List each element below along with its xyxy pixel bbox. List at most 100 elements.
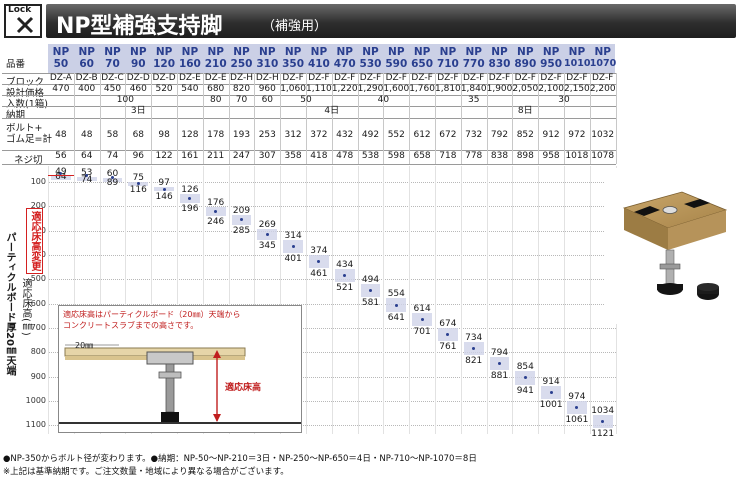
bolt-total-cell: 193 bbox=[232, 130, 251, 140]
column-divider bbox=[409, 73, 411, 164]
range-max-label: 881 bbox=[490, 370, 509, 381]
thread-cell: 247 bbox=[232, 151, 251, 161]
chart-column-divider bbox=[538, 166, 540, 434]
bolt-total-cell: 732 bbox=[465, 130, 483, 140]
bolt-total-cell: 48 bbox=[55, 130, 67, 140]
row-divider bbox=[2, 106, 616, 107]
range-min-label: 49 bbox=[46, 167, 76, 177]
range-mid-dot bbox=[394, 303, 398, 307]
range-max-label: 146 bbox=[155, 192, 173, 203]
model-number: 1010 bbox=[564, 58, 591, 69]
price-cell: 400 bbox=[78, 84, 96, 94]
column-divider bbox=[151, 73, 153, 164]
thread-cell: 64 bbox=[80, 151, 93, 161]
model-code: NP bbox=[362, 46, 379, 58]
range-band bbox=[51, 175, 71, 180]
range-min-label: 554 bbox=[387, 289, 405, 300]
range-max-label: 74 bbox=[80, 174, 93, 185]
chart-column-divider bbox=[589, 166, 591, 434]
model-number: 470 bbox=[333, 58, 356, 70]
model-code: NP bbox=[542, 46, 560, 58]
price-cell: 1,220 bbox=[331, 84, 358, 94]
bolt-total-cell: 612 bbox=[413, 130, 431, 140]
row-divider bbox=[2, 150, 616, 151]
column-divider bbox=[306, 73, 307, 164]
range-band bbox=[102, 178, 123, 183]
model-number: 410 bbox=[307, 58, 330, 70]
model-code: NP bbox=[155, 46, 173, 58]
range-min-label: 854 bbox=[516, 362, 534, 373]
row-divider bbox=[2, 95, 616, 96]
price-cell: 470 bbox=[52, 84, 70, 94]
model-number: 70 bbox=[105, 58, 120, 70]
row-label-price: 設計価格 bbox=[6, 88, 45, 99]
range-mid-dot bbox=[240, 218, 243, 222]
bolt-total-cell: 312 bbox=[284, 130, 302, 140]
range-max-label: 345 bbox=[258, 240, 276, 251]
block-cell: DZ-C bbox=[101, 73, 124, 83]
chart-column-divider bbox=[125, 166, 127, 434]
block-cell: DZ-F bbox=[282, 73, 304, 83]
thread-cell: 418 bbox=[310, 151, 328, 161]
quantity-group: 30 bbox=[558, 95, 570, 105]
range-min-label: 614 bbox=[413, 304, 431, 315]
delivery-group: 3日 bbox=[130, 106, 146, 116]
model-code: NP bbox=[336, 46, 353, 58]
range-mid-dot bbox=[214, 209, 218, 213]
row-label-quantity: 入数(1箱) bbox=[6, 99, 48, 110]
quantity-group: 50 bbox=[300, 95, 312, 105]
bolt-total-cell: 68 bbox=[132, 130, 145, 140]
inset-note-line1: 適応床高はパーティクルボード（20㎜）天端から bbox=[63, 310, 241, 319]
chart-column-divider bbox=[202, 166, 204, 434]
range-min-label: 494 bbox=[361, 274, 380, 285]
range-mid-dot bbox=[111, 176, 114, 180]
bolt-total-cell: 672 bbox=[439, 130, 457, 140]
model-number: 60 bbox=[79, 58, 94, 70]
height-range-chart: 1002003004005006007008009001000110049645… bbox=[2, 166, 617, 439]
chart-column-divider bbox=[564, 166, 565, 434]
title-bar: NP型補強支持脚 （補強用） bbox=[46, 4, 736, 39]
range-max-label: 641 bbox=[387, 312, 405, 323]
model-code: NP bbox=[388, 46, 405, 58]
chart-column-divider bbox=[280, 166, 282, 434]
model-number: 160 bbox=[178, 58, 201, 70]
column-divider bbox=[99, 73, 101, 164]
model-number: 590 bbox=[385, 58, 408, 70]
model-code: NP bbox=[413, 46, 431, 58]
range-band bbox=[76, 176, 97, 181]
block-cell: DZ-A bbox=[49, 73, 72, 83]
y-tick-label: 1100 bbox=[25, 420, 46, 430]
price-cell: 1,760 bbox=[409, 84, 435, 94]
chart-column-divider bbox=[512, 166, 514, 434]
model-code: NP bbox=[259, 46, 276, 58]
bolt-total-cell: 432 bbox=[336, 130, 354, 140]
chart-column-divider bbox=[306, 166, 307, 434]
thread-cell: 161 bbox=[181, 151, 199, 161]
range-mid-dot bbox=[317, 259, 321, 263]
thread-cell: 1078 bbox=[591, 151, 615, 161]
quantity-group: 80 bbox=[209, 95, 222, 105]
inset-note-line2: コンクリートスラブまでの高さです。 bbox=[63, 321, 199, 330]
price-cell: 520 bbox=[155, 84, 173, 94]
model-code: NP bbox=[52, 46, 70, 58]
bolt-total-cell: 792 bbox=[490, 130, 509, 140]
range-max-label: 285 bbox=[232, 226, 251, 237]
chart-column-divider bbox=[383, 166, 385, 434]
bolt-total-cell: 1032 bbox=[591, 130, 615, 140]
range-mid-dot bbox=[265, 232, 269, 236]
bolt-total-cell: 552 bbox=[387, 130, 405, 140]
range-min-label: 974 bbox=[568, 391, 586, 402]
chart-column-divider bbox=[177, 166, 178, 434]
range-max-label: 701 bbox=[413, 327, 431, 338]
range-max-label: 581 bbox=[361, 298, 380, 309]
row-label-thread: ネジ切 bbox=[14, 155, 43, 166]
column-divider bbox=[512, 73, 514, 164]
model-number: 90 bbox=[130, 58, 146, 70]
quantity-group: 60 bbox=[261, 95, 274, 105]
footer-note-1: ●NP-350からボルト径が変わります。●納期：NP-50〜NP-210＝3日・… bbox=[3, 454, 477, 464]
range-max-label: 89 bbox=[106, 178, 119, 189]
range-min-label: 314 bbox=[284, 231, 302, 242]
delivery-group: 4日 bbox=[324, 106, 340, 116]
range-mid-dot bbox=[85, 173, 89, 177]
range-mid-dot bbox=[369, 288, 372, 292]
